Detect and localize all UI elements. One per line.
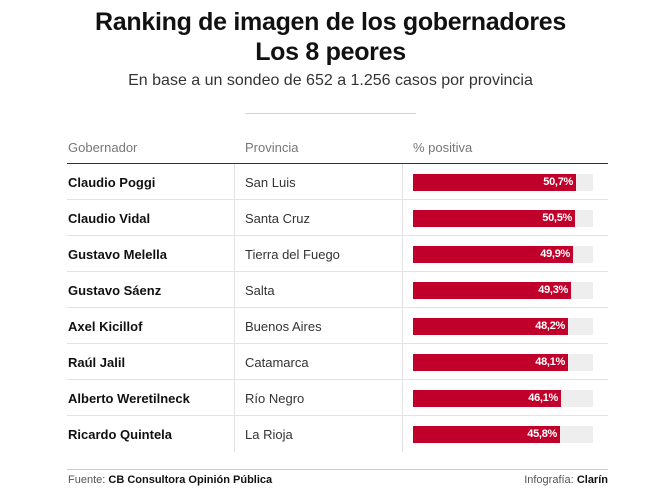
footer-rule (67, 469, 608, 470)
governor-name: Claudio Vidal (68, 211, 151, 226)
table-row: Alberto Weretilneck Río Negro 46,1% (67, 380, 608, 416)
governor-name: Alberto Weretilneck (68, 391, 190, 406)
governor-name: Gustavo Melella (68, 247, 167, 262)
column-divider-province (402, 164, 403, 452)
column-divider-governor (234, 164, 235, 452)
bar: 45,8% (413, 426, 560, 443)
table-row: Raúl Jalil Catamarca 48,1% (67, 344, 608, 380)
province-name: Buenos Aires (245, 319, 322, 334)
governor-name: Axel Kicillof (68, 319, 143, 334)
bar: 49,9% (413, 246, 573, 263)
bar-track: 46,1% (413, 390, 593, 407)
table-row: Gustavo Sáenz Salta 49,3% (67, 272, 608, 308)
bar: 50,5% (413, 210, 575, 227)
credit-label: Infografía: (524, 474, 574, 486)
chart-title: Ranking de imagen de los gobernadores (95, 8, 566, 36)
table-row: Axel Kicillof Buenos Aires 48,2% (67, 308, 608, 344)
source-note: Fuente: CB Consultora Opinión Pública (68, 474, 272, 486)
bar: 50,7% (413, 174, 576, 191)
chart-description: En base a un sondeo de 652 a 1.256 casos… (128, 72, 533, 89)
table-row: Gustavo Melella Tierra del Fuego 49,9% (67, 236, 608, 272)
source-name: CB Consultora Opinión Pública (108, 474, 273, 486)
title-separator (245, 113, 416, 114)
province-name: Salta (245, 283, 275, 298)
province-name: Santa Cruz (245, 211, 311, 226)
governor-name: Ricardo Quintela (68, 427, 173, 442)
bar: 49,3% (413, 282, 571, 299)
header-rule (67, 163, 608, 164)
bar-value-label: 50,7% (543, 176, 573, 188)
bar-track: 49,3% (413, 282, 593, 299)
bar-value-label: 49,3% (538, 284, 568, 296)
bar-track: 48,2% (413, 318, 593, 335)
credit-name: Clarín (576, 474, 608, 486)
province-name: San Luis (245, 175, 296, 190)
bar-track: 48,1% (413, 354, 593, 371)
bar-value-label: 48,2% (535, 320, 565, 332)
column-header-governor: Gobernador (68, 140, 138, 155)
bar: 46,1% (413, 390, 561, 407)
bar: 48,2% (413, 318, 568, 335)
province-name: Catamarca (245, 355, 309, 370)
source-label: Fuente: (68, 474, 106, 486)
bar-track: 45,8% (413, 426, 593, 443)
column-header-positive: % positiva (413, 140, 473, 155)
governor-name: Gustavo Sáenz (68, 283, 162, 298)
bar-value-label: 48,1% (535, 356, 565, 368)
credit-note: Infografía: Clarín (524, 474, 608, 486)
chart-subtitle-ranking: Los 8 peores (255, 38, 406, 66)
governor-name: Raúl Jalil (68, 355, 126, 370)
governor-name: Claudio Poggi (68, 175, 156, 190)
table-row: Claudio Poggi San Luis 50,7% (67, 164, 608, 200)
bar-value-label: 49,9% (540, 248, 570, 260)
table-row: Claudio Vidal Santa Cruz 50,5% (67, 200, 608, 236)
bar-value-label: 50,5% (542, 212, 572, 224)
bar-track: 50,7% (413, 174, 593, 191)
bar-track: 49,9% (413, 246, 593, 263)
province-name: Tierra del Fuego (245, 247, 340, 262)
province-name: Río Negro (245, 391, 305, 406)
bar: 48,1% (413, 354, 568, 371)
province-name: La Rioja (245, 427, 293, 442)
column-header-province: Provincia (245, 140, 299, 155)
bar-value-label: 46,1% (528, 392, 558, 404)
bar-value-label: 45,8% (527, 428, 557, 440)
bar-track: 50,5% (413, 210, 593, 227)
table-row: Ricardo Quintela La Rioja 45,8% (67, 416, 608, 452)
